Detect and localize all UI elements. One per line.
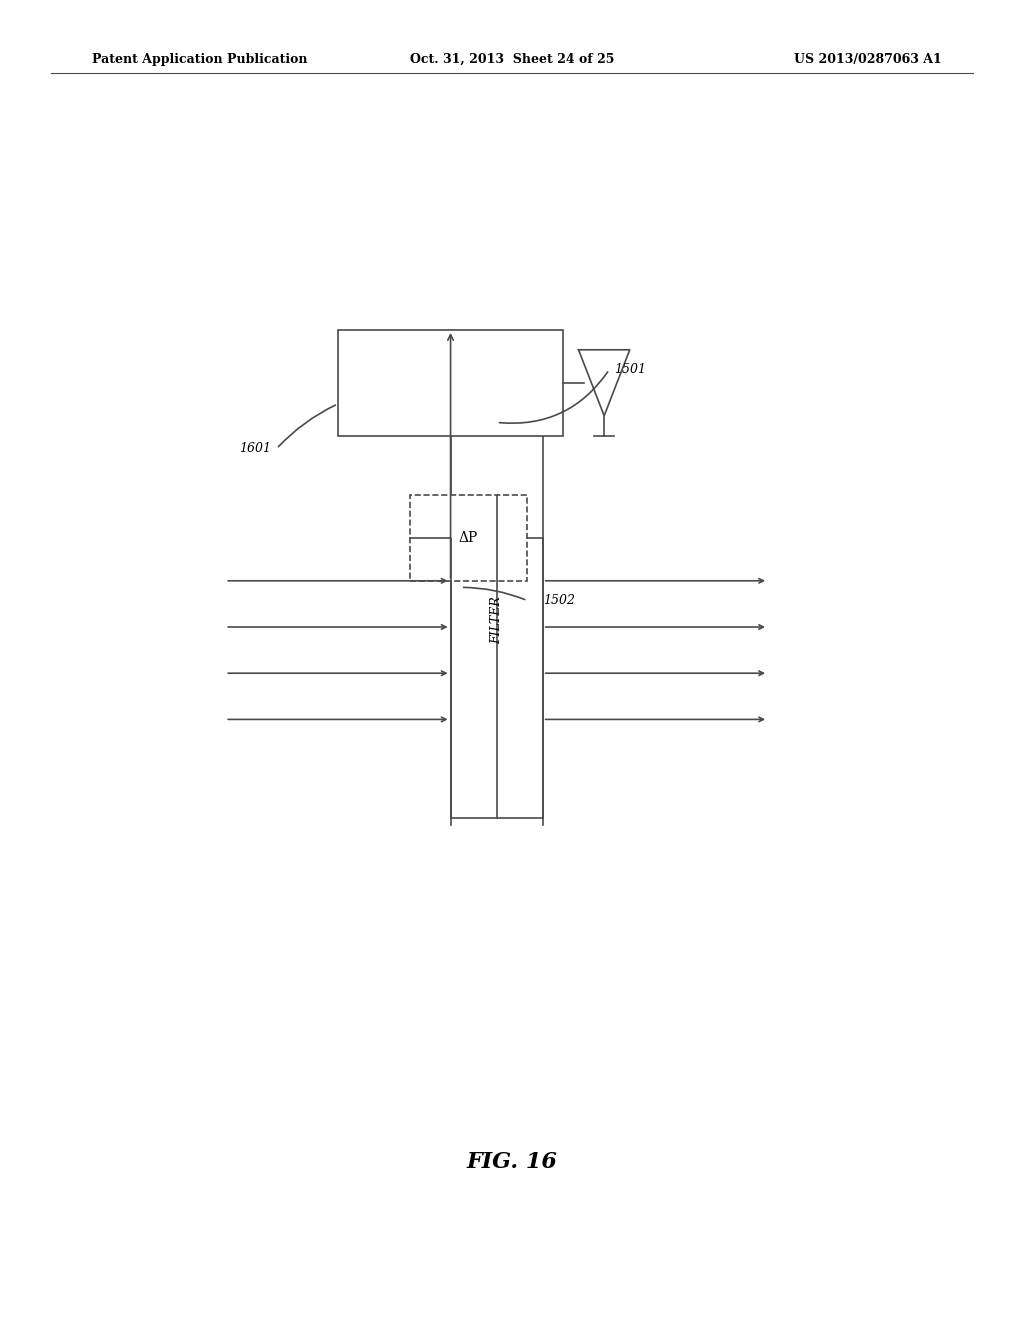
Text: 1501: 1501 [614, 363, 646, 376]
Bar [338, 330, 563, 436]
Text: FIG. 16: FIG. 16 [467, 1151, 557, 1172]
Text: US 2013/0287063 A1: US 2013/0287063 A1 [795, 53, 942, 66]
Text: Patent Application Publication: Patent Application Publication [92, 53, 307, 66]
Text: Oct. 31, 2013  Sheet 24 of 25: Oct. 31, 2013 Sheet 24 of 25 [410, 53, 614, 66]
Bar [410, 495, 527, 581]
Bar [451, 422, 543, 818]
Text: 1601: 1601 [240, 442, 271, 455]
Text: 1502: 1502 [543, 594, 574, 607]
Text: FILTER: FILTER [490, 597, 503, 644]
Text: ΔP: ΔP [459, 531, 478, 545]
